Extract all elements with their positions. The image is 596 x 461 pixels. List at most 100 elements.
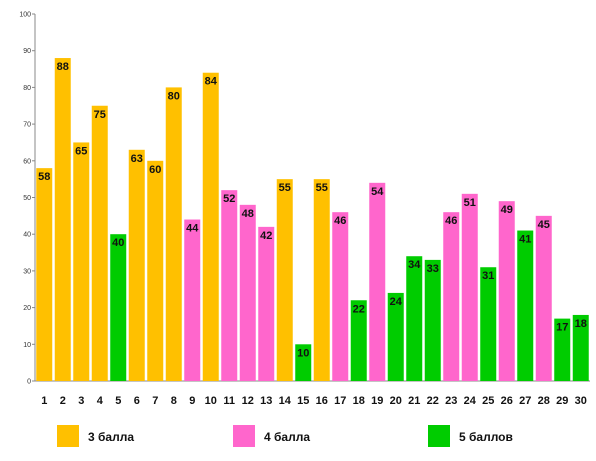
- x-tick-label: 4: [97, 395, 104, 407]
- x-tick-label: 29: [556, 395, 568, 407]
- data-label: 17: [556, 322, 568, 334]
- y-tick-label: 60: [23, 158, 31, 165]
- data-label: 46: [334, 215, 346, 227]
- x-tick-label: 25: [482, 395, 494, 407]
- bar: [535, 215, 552, 381]
- x-tick-label: 18: [353, 395, 365, 407]
- data-label: 22: [353, 303, 365, 315]
- x-tick-label: 28: [538, 395, 550, 407]
- bar: [54, 58, 71, 381]
- x-tick-label: 13: [260, 395, 272, 407]
- data-label: 34: [408, 259, 421, 271]
- bar: [147, 160, 164, 381]
- data-label: 51: [464, 197, 476, 209]
- legend: 3 балла 4 балла 5 баллов: [57, 425, 513, 447]
- y-tick-label: 70: [23, 122, 31, 129]
- x-tick-label: 30: [575, 395, 587, 407]
- y-tick-label: 20: [23, 305, 31, 312]
- data-label: 80: [168, 90, 180, 102]
- bar: [480, 267, 497, 381]
- x-tick-label: 11: [223, 395, 235, 407]
- bar: [128, 149, 145, 381]
- x-tick-label: 14: [279, 395, 292, 407]
- x-tick-label: 10: [205, 395, 217, 407]
- legend-label: 3 балла: [88, 430, 134, 444]
- bars: 58 88 65 75 40 63 60 80 44 84 52 48 42 55 10 55 46 22 54 24…: [36, 58, 589, 382]
- data-label: 33: [427, 263, 439, 275]
- bar: [350, 300, 367, 381]
- data-label: 88: [57, 61, 69, 73]
- x-tick-label: 24: [464, 395, 477, 407]
- data-label: 24: [390, 296, 403, 308]
- bar: [258, 226, 275, 381]
- x-tick-label: 26: [501, 395, 513, 407]
- y-tick-label: 10: [23, 342, 31, 349]
- legend-label: 5 баллов: [459, 430, 513, 444]
- y-tick-label: 80: [23, 85, 31, 92]
- data-label: 31: [482, 270, 494, 282]
- legend-swatch: [428, 425, 450, 447]
- bar: [554, 318, 571, 381]
- data-label: 65: [75, 145, 87, 157]
- data-label: 58: [38, 171, 50, 183]
- data-label: 63: [131, 153, 143, 165]
- data-label: 45: [538, 219, 550, 231]
- x-tick-label: 9: [189, 395, 195, 407]
- data-label: 49: [501, 204, 513, 216]
- x-tick-label: 3: [78, 395, 84, 407]
- y-tick-label: 90: [23, 48, 31, 55]
- x-tick-label: 5: [115, 395, 121, 407]
- data-label: 10: [297, 347, 309, 359]
- bar: [461, 193, 478, 381]
- data-label: 54: [371, 186, 384, 198]
- x-tick-label: 7: [152, 395, 158, 407]
- bar: [165, 87, 182, 382]
- bar: [332, 212, 349, 381]
- bar: [110, 234, 127, 381]
- bar: [369, 182, 386, 381]
- x-tick-labels: 1 2 3 4 5 6 7 8 9 10 11 12 13 14 15 16 17 18 19 20 21 22 23 24 2…: [41, 395, 587, 407]
- bar: [517, 230, 534, 381]
- x-tick-label: 27: [519, 395, 531, 407]
- x-tick-label: 15: [297, 395, 309, 407]
- bar: [91, 105, 108, 381]
- x-tick-label: 21: [408, 395, 420, 407]
- x-tick-label: 2: [60, 395, 66, 407]
- x-tick-label: 1: [41, 395, 47, 407]
- x-tick-label: 16: [316, 395, 328, 407]
- bar: [295, 344, 312, 381]
- data-label: 44: [186, 223, 199, 235]
- y-tick-label: 100: [19, 12, 31, 19]
- data-label: 18: [575, 318, 587, 330]
- legend-swatch: [57, 425, 79, 447]
- y-tick-label: 0: [27, 379, 31, 386]
- x-tick-label: 22: [427, 395, 439, 407]
- data-label: 42: [260, 230, 272, 242]
- bar: [498, 201, 515, 381]
- data-label: 75: [94, 109, 106, 121]
- x-tick-label: 12: [242, 395, 254, 407]
- bar: [572, 314, 589, 381]
- bar: [36, 168, 53, 381]
- bar: [184, 219, 201, 381]
- y-tick-label: 50: [23, 195, 31, 202]
- data-label: 41: [519, 234, 531, 246]
- y-tick-labels: 0 10 20 30 40 50 60 70 80 90 100: [19, 12, 35, 386]
- bar: [73, 142, 90, 381]
- x-tick-label: 6: [134, 395, 140, 407]
- bar: [239, 204, 256, 381]
- bar: [221, 190, 238, 381]
- data-label: 40: [112, 237, 124, 249]
- data-label: 84: [205, 76, 218, 88]
- bar: [406, 256, 423, 381]
- data-label: 55: [279, 182, 291, 194]
- bar: [424, 259, 441, 381]
- bar: [202, 72, 219, 381]
- y-tick-label: 40: [23, 232, 31, 239]
- bar: [276, 179, 293, 381]
- x-tick-label: 8: [171, 395, 177, 407]
- bar: [387, 292, 404, 381]
- x-tick-label: 19: [371, 395, 383, 407]
- x-tick-label: 23: [445, 395, 457, 407]
